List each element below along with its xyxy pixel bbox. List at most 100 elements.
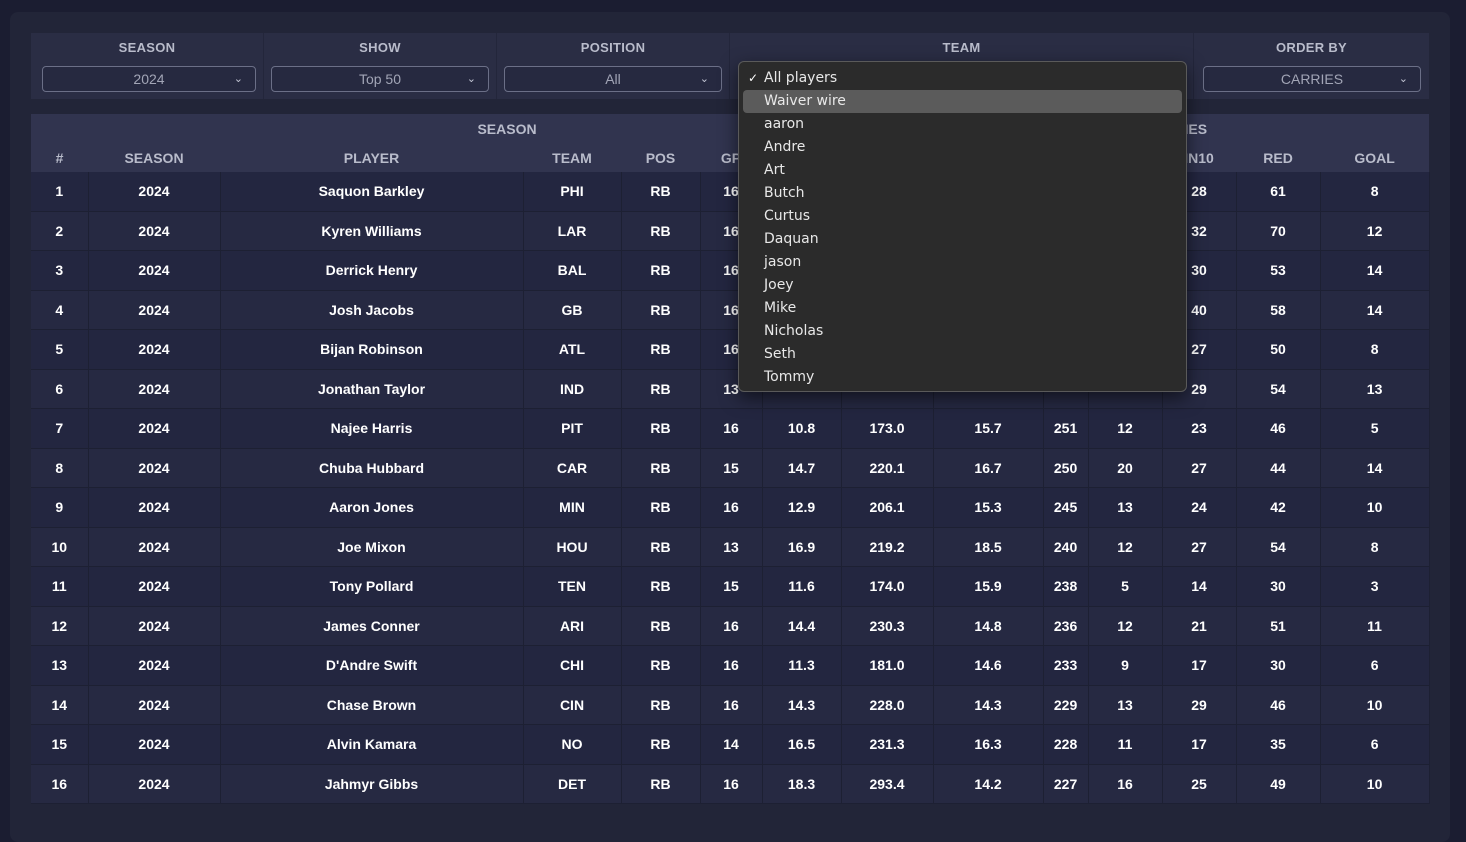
table-cell: 240 — [1043, 527, 1089, 567]
table-cell: 24 — [1162, 487, 1237, 528]
team-option[interactable]: Daquan — [743, 228, 1182, 251]
table-row[interactable]: 3 2024 Derrick Henry BAL RB 16 30 53 14 — [31, 250, 1430, 291]
team-option[interactable]: Joey — [743, 274, 1182, 297]
table-row[interactable]: 6 2024 Jonathan Taylor IND RB 13 29 54 13 — [31, 369, 1430, 409]
table-cell: 14.6 — [933, 645, 1044, 686]
table-cell: Jahmyr Gibbs — [220, 764, 524, 804]
column-header[interactable]: PLAYER — [220, 143, 523, 172]
team-option[interactable]: aaron — [743, 113, 1182, 136]
table-cell: D'Andre Swift — [220, 645, 524, 686]
table-cell: 46 — [1236, 408, 1321, 449]
table-cell: 220.1 — [841, 448, 934, 488]
team-option-label: Mike — [764, 300, 797, 316]
table-cell: 16.5 — [762, 724, 842, 765]
table-cell: 228 — [1043, 724, 1089, 765]
team-option[interactable]: Mike — [743, 297, 1182, 320]
table-cell: 7 — [31, 408, 89, 449]
table-cell: 13 — [700, 527, 763, 567]
table-cell: 6 — [1320, 724, 1430, 765]
column-header[interactable]: POS — [621, 143, 700, 172]
table-cell: 5 — [31, 329, 89, 370]
table-row[interactable]: 15 2024 Alvin Kamara NO RB 14 16.5 231.3 16.3 228… — [31, 724, 1430, 765]
column-header[interactable]: # — [31, 143, 88, 172]
table-row[interactable]: 12 2024 James Conner ARI RB 16 14.4 230.3 14.8 23… — [31, 606, 1430, 646]
table-row[interactable]: 13 2024 D'Andre Swift CHI RB 16 11.3 181.0 14.6 2… — [31, 645, 1430, 686]
column-header[interactable]: GOAL — [1320, 143, 1430, 172]
order-select-value: CARRIES — [1280, 71, 1344, 87]
team-option[interactable]: ✓ All players — [743, 67, 1182, 90]
table-row[interactable]: 9 2024 Aaron Jones MIN RB 16 12.9 206.1 15.3 245 1… — [31, 487, 1430, 528]
table-body: 1 2024 Saquon Barkley PHI RB 16 28 61 8 2 2024 Kyre… — [31, 172, 1430, 804]
chevron-down-icon: ⌄ — [1398, 73, 1408, 85]
filter-bar: SEASON 2024 ⌄ SHOW Top 50 ⌄ POSITION All… — [31, 33, 1429, 99]
team-option-label: Art — [764, 162, 785, 178]
table-cell: 15.7 — [933, 408, 1044, 449]
order-filter-label: ORDER BY — [1275, 40, 1348, 55]
table-cell: 227 — [1043, 764, 1089, 804]
team-option[interactable]: Seth — [743, 343, 1182, 366]
table-cell: CAR — [523, 448, 622, 488]
table-row[interactable]: 11 2024 Tony Pollard TEN RB 15 11.6 174.0 15.9 23… — [31, 566, 1430, 607]
table-cell: 16 — [700, 408, 763, 449]
table-cell: 233 — [1043, 645, 1089, 686]
table-cell: 25 — [1162, 764, 1237, 804]
table-row[interactable]: 1 2024 Saquon Barkley PHI RB 16 28 61 8 — [31, 172, 1430, 212]
table-row[interactable]: 16 2024 Jahmyr Gibbs DET RB 16 18.3 293.4 14.2 22… — [31, 764, 1430, 804]
team-option[interactable]: Art — [743, 159, 1182, 182]
table-row[interactable]: 7 2024 Najee Harris PIT RB 16 10.8 173.0 15.7 251… — [31, 408, 1430, 449]
table-cell: 14.3 — [762, 685, 842, 725]
table-cell: 35 — [1236, 724, 1321, 765]
show-select[interactable]: Top 50 ⌄ — [271, 66, 489, 92]
table-cell: 50 — [1236, 329, 1321, 370]
column-header[interactable]: SEASON — [88, 143, 220, 172]
chevron-down-icon: ⌄ — [466, 73, 476, 85]
table-cell: 11 — [31, 566, 89, 607]
table-row[interactable]: 4 2024 Josh Jacobs GB RB 16 40 58 14 — [31, 290, 1430, 330]
table-row[interactable]: 8 2024 Chuba Hubbard CAR RB 15 14.7 220.1 16.7 25… — [31, 448, 1430, 488]
team-option[interactable]: jason — [743, 251, 1182, 274]
table-cell: 229 — [1043, 685, 1089, 725]
team-filter-label: TEAM — [942, 40, 981, 55]
team-option[interactable]: Waiver wire — [743, 90, 1182, 113]
table-cell: ATL — [523, 329, 622, 370]
table-cell: 8 — [1320, 329, 1430, 370]
table-cell: Najee Harris — [220, 408, 524, 449]
table-row[interactable]: 5 2024 Bijan Robinson ATL RB 16 27 50 8 — [31, 329, 1430, 370]
order-select[interactable]: CARRIES ⌄ — [1203, 66, 1421, 92]
table-cell: 6 — [1320, 645, 1430, 686]
team-option[interactable]: Nicholas — [743, 320, 1182, 343]
team-option[interactable]: Tommy — [743, 366, 1182, 389]
table-cell: 14.8 — [933, 606, 1044, 646]
table-cell: Josh Jacobs — [220, 290, 524, 330]
column-header[interactable]: RED — [1236, 143, 1321, 172]
table-cell: 1 — [31, 172, 89, 212]
table-cell: 29 — [1162, 685, 1237, 725]
table-cell: 2024 — [88, 408, 221, 449]
team-option-label: Seth — [764, 346, 796, 362]
table-row[interactable]: 10 2024 Joe Mixon HOU RB 13 16.9 219.2 18.5 240 12… — [31, 527, 1430, 567]
table-cell: 30 — [1236, 645, 1321, 686]
table-cell: 2024 — [88, 448, 221, 488]
table-cell: 16.9 — [762, 527, 842, 567]
table-cell: 15 — [31, 724, 89, 765]
season-select[interactable]: 2024 ⌄ — [42, 66, 256, 92]
team-option[interactable]: Andre — [743, 136, 1182, 159]
table-cell: BAL — [523, 250, 622, 291]
table-cell: 16 — [1088, 764, 1163, 804]
team-option[interactable]: Butch — [743, 182, 1182, 205]
table-cell: RB — [621, 290, 701, 330]
table-cell: 2024 — [88, 369, 221, 409]
team-option[interactable]: Curtus — [743, 205, 1182, 228]
position-select[interactable]: All ⌄ — [504, 66, 722, 92]
table-row[interactable]: 2 2024 Kyren Williams LAR RB 16 32 70 12 — [31, 211, 1430, 251]
table-cell: RB — [621, 645, 701, 686]
table-cell: 10 — [1320, 764, 1430, 804]
column-header[interactable]: TEAM — [523, 143, 621, 172]
table-cell: RB — [621, 685, 701, 725]
stats-table: SEASON CARRIES # SEASON PLAYER TEAM POS … — [31, 114, 1430, 804]
table-cell: 2024 — [88, 645, 221, 686]
team-option-label: Daquan — [764, 231, 819, 247]
show-filter-label: SHOW — [359, 40, 401, 55]
table-row[interactable]: 14 2024 Chase Brown CIN RB 16 14.3 228.0 14.3 229… — [31, 685, 1430, 725]
table-cell: Kyren Williams — [220, 211, 524, 251]
